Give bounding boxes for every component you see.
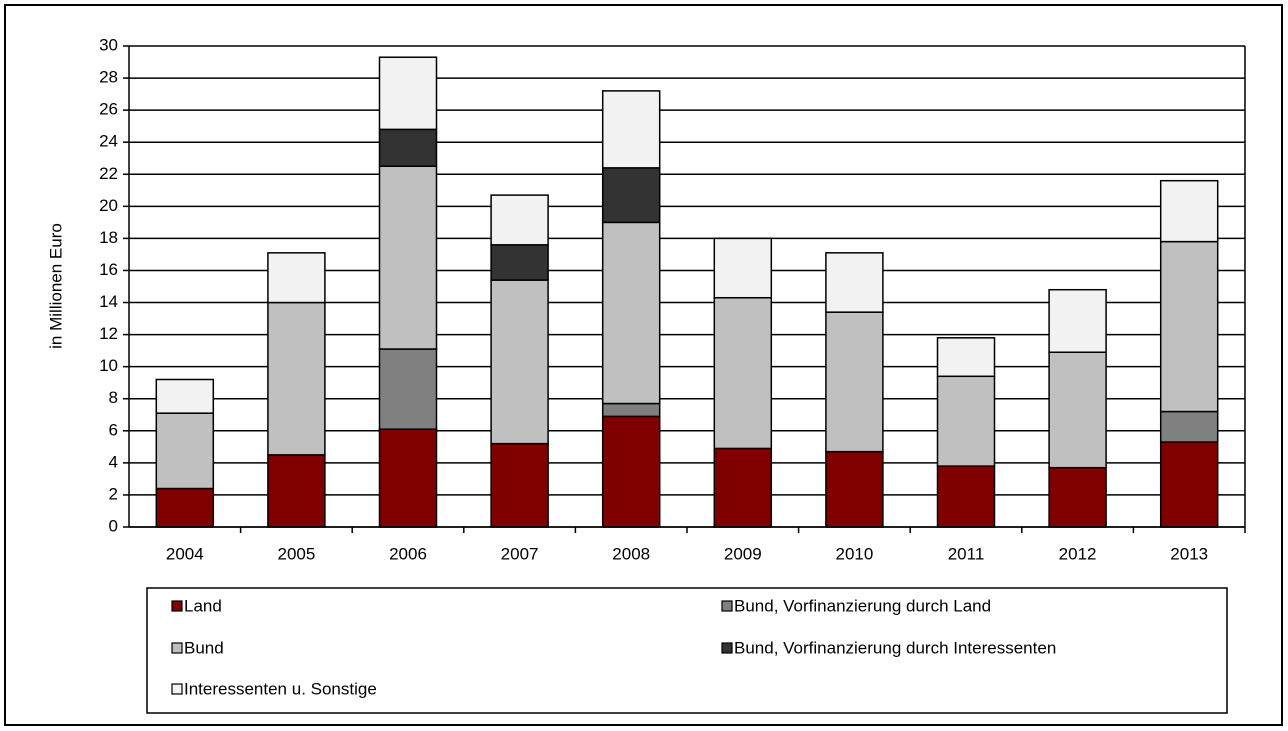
- y-tick-label: 10: [99, 356, 118, 375]
- y-tick-label: 20: [99, 196, 118, 215]
- bar-segment: [713, 296, 773, 450]
- legend-label: Land: [184, 596, 222, 615]
- x-tick-label: 2007: [501, 544, 539, 563]
- y-tick-label: 28: [99, 68, 118, 87]
- bar-segment: [1048, 351, 1107, 469]
- x-tick-label: 2011: [948, 544, 985, 563]
- legend-label: Bund, Vorfinanzierung durch Interessente…: [734, 638, 1056, 657]
- legend-swatch: [171, 683, 183, 695]
- bar-segment: [155, 412, 215, 490]
- y-tick-label: 30: [99, 35, 118, 54]
- bar-segment: [155, 487, 215, 528]
- y-axis-label: in Millionen Euro: [46, 223, 65, 349]
- bar-segment: [155, 378, 215, 414]
- bar-segment: [490, 442, 549, 528]
- legend-swatch: [721, 642, 733, 654]
- x-tick-label: 2010: [835, 544, 873, 563]
- y-tick-label: 16: [99, 260, 118, 279]
- x-tick-label: 2005: [277, 544, 315, 563]
- bar-segment: [1048, 288, 1107, 353]
- y-tick-label: 8: [109, 388, 118, 407]
- bar-segment: [825, 252, 884, 313]
- bar-segment: [936, 465, 996, 528]
- legend-label: Interessenten u. Sonstige: [184, 679, 377, 698]
- legend-box: [146, 587, 1228, 714]
- bar-segment: [1048, 466, 1107, 528]
- x-tick-label: 2004: [166, 544, 204, 563]
- bar-segment: [378, 128, 438, 168]
- x-tick-label: 2012: [1059, 544, 1097, 563]
- y-tick-label: 6: [109, 420, 118, 439]
- bar-segment: [267, 301, 326, 456]
- bar-segment: [601, 221, 661, 405]
- bar-segment: [1159, 441, 1219, 528]
- y-tick-label: 0: [109, 516, 118, 535]
- bar-segment: [713, 447, 773, 528]
- x-tick-label: 2009: [724, 544, 762, 563]
- bar-segment: [601, 90, 661, 169]
- x-tick-label: 2013: [1170, 544, 1208, 563]
- bar-segment: [378, 428, 438, 528]
- bar-segment: [1159, 240, 1219, 413]
- y-tick-label: 4: [109, 452, 118, 471]
- y-tick-label: 24: [99, 132, 118, 151]
- bar-segment: [267, 252, 326, 304]
- bar-segment: [601, 402, 661, 418]
- bar-segment: [490, 194, 549, 246]
- legend-label: Bund, Vorfinanzierung durch Land: [734, 596, 991, 615]
- bar-segment: [936, 337, 996, 378]
- bar-segment: [601, 167, 661, 224]
- bar-segment: [936, 375, 996, 467]
- legend-swatch: [171, 642, 183, 654]
- bar-segment: [378, 56, 438, 131]
- bar-segment: [490, 279, 549, 445]
- y-tick-label: 14: [99, 292, 118, 311]
- y-tick-label: 22: [99, 164, 118, 183]
- bar-segment: [267, 454, 326, 528]
- bar-segment: [1159, 410, 1219, 443]
- y-tick-label: 18: [99, 228, 118, 247]
- bar-segment: [601, 415, 661, 528]
- legend-swatch: [171, 600, 183, 612]
- y-tick-label: 2: [109, 484, 118, 503]
- bar-segment: [1159, 179, 1219, 243]
- bar-segment: [378, 165, 438, 350]
- bar-segment: [825, 450, 884, 528]
- y-tick-label: 12: [99, 324, 118, 343]
- legend-swatch: [721, 600, 733, 612]
- x-tick-label: 2008: [612, 544, 650, 563]
- bar-segment: [490, 244, 549, 281]
- legend-label: Bund: [184, 638, 224, 657]
- y-tick-label: 26: [99, 100, 118, 119]
- bar-segment: [713, 237, 773, 299]
- x-tick-label: 2006: [389, 544, 427, 563]
- bar-segment: [825, 311, 884, 453]
- bar-segment: [378, 348, 438, 430]
